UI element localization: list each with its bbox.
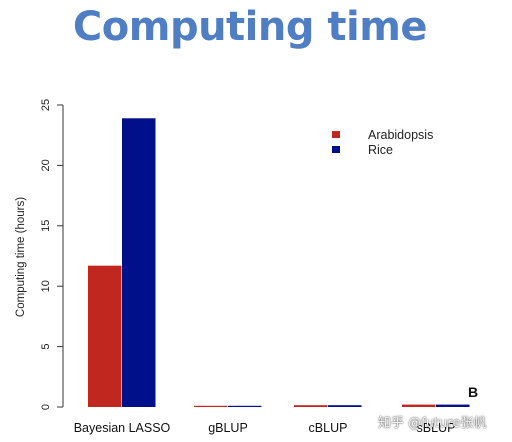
bar-arabidopsis-2 <box>194 405 228 407</box>
bar-arabidopsis-1 <box>88 265 122 407</box>
y-tick-label: 10 <box>40 280 52 292</box>
legend-label: Arabidopsis <box>368 128 433 142</box>
y-tick-label: 5 <box>40 344 52 350</box>
bar-rice-3 <box>328 405 362 407</box>
bar-arabidopsis-3 <box>294 405 328 407</box>
bar-arabidopsis-4 <box>402 404 436 407</box>
legend-label: Rice <box>368 143 393 157</box>
panel-label: B <box>468 384 478 400</box>
y-tick-label: 25 <box>40 99 52 111</box>
legend-swatch <box>332 131 340 138</box>
category-labels: Bayesian LASSO gBLUP cBLUP sBLUP <box>74 421 456 435</box>
bar-rice-2 <box>228 405 262 407</box>
bar-rice-4 <box>436 404 470 407</box>
y-axis: 0 5 10 15 20 25 <box>40 99 64 410</box>
x-category-label: cBLUP <box>309 421 348 435</box>
y-tick-label: 20 <box>40 159 52 171</box>
x-category-label: gBLUP <box>208 421 248 435</box>
bar-rice-1 <box>122 118 156 408</box>
x-category-label: sBLUP <box>417 421 456 435</box>
bar-group <box>88 118 470 408</box>
y-tick-label: 15 <box>40 220 52 232</box>
x-category-label: Bayesian LASSO <box>74 421 171 435</box>
watermark-text: 知乎 @future张帆 <box>378 416 487 431</box>
legend-swatch <box>332 146 340 153</box>
y-axis-title: Computing time (hours) <box>15 197 27 317</box>
y-tick-label: 0 <box>40 404 52 410</box>
slide-title: Computing time <box>72 4 428 50</box>
